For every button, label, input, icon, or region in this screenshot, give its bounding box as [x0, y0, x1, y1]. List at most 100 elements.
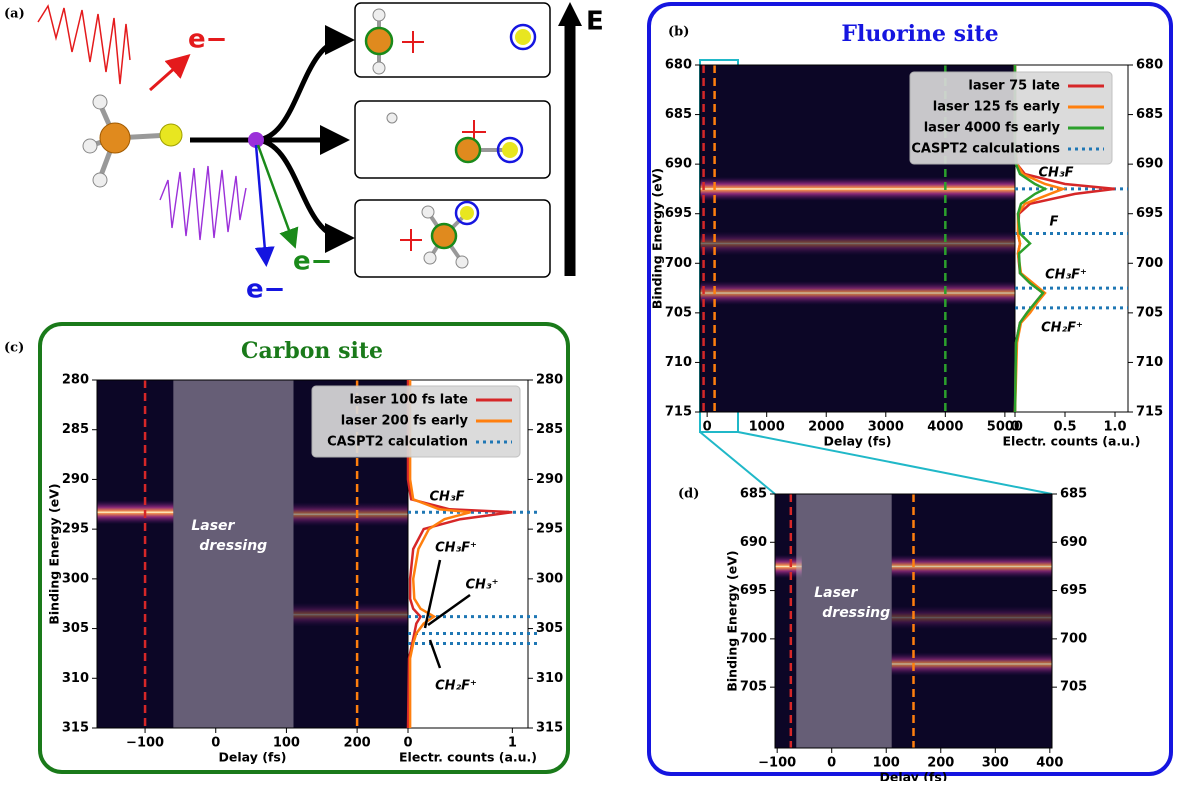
- x-tick-label: 0.5: [1053, 420, 1076, 435]
- c-atom: [99, 122, 131, 154]
- product-box: [354, 2, 551, 78]
- hole: [454, 200, 480, 226]
- panel-b-frame: [647, 2, 1173, 776]
- peak-annotation: CH₂F⁺: [435, 679, 477, 694]
- path-arrow: [254, 25, 355, 143]
- y-tick-label: 305: [536, 621, 563, 636]
- energy-label: E: [586, 7, 604, 37]
- laser-dressing-label: dressing: [199, 538, 267, 554]
- y-axis-label: Binding Energy (eV): [725, 550, 740, 691]
- peak-annotation: CH₃⁺: [466, 578, 499, 593]
- x-tick-label: 2000: [808, 420, 844, 435]
- x-tick-label: −100: [126, 736, 164, 751]
- legend-label: laser 100 fs late: [349, 393, 468, 408]
- y-tick-label: 315: [536, 721, 563, 736]
- y-tick-label: 690: [1060, 535, 1087, 550]
- f-atom: [502, 142, 518, 158]
- y-tick-label: 310: [62, 671, 89, 686]
- panel-label: (a): [4, 7, 25, 22]
- annotation-pointer: [427, 593, 471, 627]
- y-tick-label: 700: [1060, 631, 1087, 646]
- y-tick-label: 280: [536, 373, 563, 388]
- y-tick-label: 705: [1136, 305, 1163, 320]
- x-tick-label: 100: [873, 756, 900, 771]
- path-arrow: [254, 137, 355, 253]
- electron-label: e−: [246, 275, 285, 305]
- electron-label: e−: [293, 247, 332, 277]
- panel-a: (a) e− e− e−: [4, 2, 604, 305]
- y-tick-label: 690: [1136, 157, 1163, 172]
- peak-annotation: CH₂F⁺: [1041, 321, 1083, 336]
- panel-label: (d): [678, 487, 699, 502]
- y-tick-label: 295: [62, 522, 89, 537]
- charge: [402, 31, 424, 53]
- y-tick-label: 685: [1060, 487, 1087, 502]
- y-tick-label: 705: [740, 680, 767, 695]
- y-tick-label: 695: [1136, 206, 1163, 221]
- y-tick-label: 295: [536, 522, 563, 537]
- x-tick-label: 0: [827, 756, 836, 771]
- peak-annotation: CH₃F: [430, 490, 465, 505]
- peak-annotation: F: [1050, 215, 1059, 230]
- legend-label: laser 4000 fs early: [924, 121, 1061, 136]
- spectral-band: [891, 652, 1052, 676]
- legend-box: [311, 385, 521, 458]
- panel-title: Carbon site: [241, 338, 383, 364]
- h-atom: [82, 138, 98, 154]
- x-axis-label: Delay (fs): [880, 770, 948, 782]
- x-tick-label: 400: [1036, 756, 1063, 771]
- spectral-band: [293, 502, 408, 527]
- x-tick-label: 1.0: [1103, 420, 1126, 435]
- legend-label: CASPT2 calculation: [327, 435, 468, 450]
- y-tick-label: 700: [665, 256, 692, 271]
- spectral-band: [775, 554, 802, 579]
- annotation-pointer: [423, 559, 442, 629]
- spectrum-line: [1013, 65, 1048, 413]
- h-atom: [372, 8, 386, 22]
- peak-annotation: CH₃F⁺: [1045, 268, 1087, 283]
- y-tick-label: 680: [665, 58, 692, 73]
- h-atom: [455, 255, 469, 269]
- x-tick-label: 1000: [749, 420, 785, 435]
- y-tick-label: 300: [62, 571, 89, 586]
- y-tick-label: 700: [1136, 256, 1163, 271]
- y-tick-label: 695: [665, 206, 692, 221]
- y-tick-label: 315: [62, 721, 89, 736]
- y-tick-label: 695: [740, 583, 767, 598]
- spectral-band: [891, 606, 1052, 630]
- spectral-band: [97, 500, 174, 525]
- x-tick-label: 0: [703, 420, 712, 435]
- panel-c-frame: [38, 322, 570, 774]
- y-tick-label: 285: [62, 422, 89, 437]
- y-tick-label: 290: [62, 472, 89, 487]
- x-tick-label: 0: [403, 736, 412, 751]
- y-tick-label: 690: [665, 157, 692, 172]
- y-tick-label: 680: [1136, 58, 1163, 73]
- peak-annotation: CH₃F⁺: [435, 541, 477, 556]
- y-tick-label: 685: [665, 107, 692, 122]
- legend-label: laser 200 fs early: [341, 414, 469, 429]
- laser-dressing-label: dressing: [822, 605, 890, 621]
- legend-label: CASPT2 calculations: [911, 142, 1060, 157]
- y-tick-label: 690: [740, 535, 767, 550]
- x-tick-label: 1: [508, 736, 517, 751]
- y-tick-label: 305: [62, 621, 89, 636]
- spectral-band: [293, 602, 408, 627]
- zoom-line: [737, 431, 1053, 495]
- c-atom: [430, 222, 458, 250]
- x-tick-label: 300: [982, 756, 1009, 771]
- y-tick-label: 695: [1060, 583, 1087, 598]
- x-tick-label: 200: [927, 756, 954, 771]
- y-tick-label: 715: [665, 405, 692, 420]
- laser-dressing-region: [173, 380, 294, 728]
- h-atom: [421, 205, 435, 219]
- h-atom: [92, 94, 108, 110]
- panel-title: Fluorine site: [841, 21, 998, 47]
- x-tick-label: 200: [344, 736, 371, 751]
- hole: [496, 136, 524, 164]
- xray-pulse: [159, 165, 247, 241]
- y-tick-label: 710: [665, 355, 692, 370]
- f-atom: [515, 29, 531, 45]
- x-axis-label: Electr. counts (a.u.): [1003, 434, 1141, 449]
